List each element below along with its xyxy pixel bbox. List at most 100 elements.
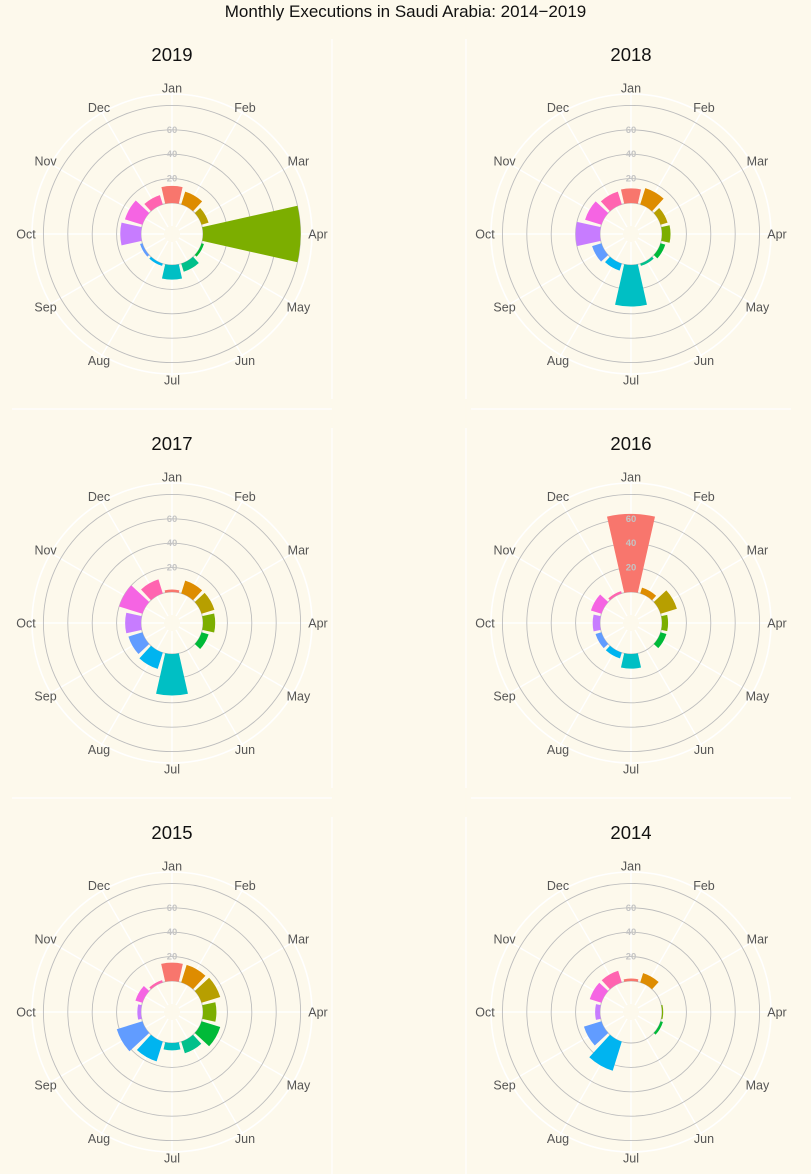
month-label: Aug [547, 743, 569, 757]
month-label: Nov [493, 544, 516, 558]
radial-tick-label: 60 [626, 125, 637, 136]
bar-2017-oct [125, 612, 142, 634]
month-label: Sep [34, 690, 56, 704]
spoke-line [637, 237, 755, 306]
radial-tick-label: 20 [167, 952, 178, 963]
bar-2014-apr [661, 1004, 664, 1020]
bar-2019-sep [140, 243, 150, 257]
month-label: Oct [475, 1006, 495, 1020]
spoke-line [175, 888, 244, 1006]
radial-tick-label: 60 [167, 125, 178, 136]
spoke-line [634, 240, 703, 358]
radial-tick-label: 60 [167, 903, 178, 914]
month-label: May [746, 1079, 770, 1093]
bar-2019-aug [149, 256, 163, 266]
grid-circle [42, 493, 302, 753]
month-label: Apr [767, 228, 786, 242]
bar-2016-jan [607, 513, 655, 593]
panel-title: 2019 [151, 44, 192, 65]
month-label: Oct [16, 617, 36, 631]
bar-2015-jul [163, 1042, 181, 1051]
month-label: Jun [235, 743, 255, 757]
spoke-line [634, 629, 703, 747]
spoke-line [100, 240, 169, 358]
bar-2018-may [653, 243, 666, 259]
spoke-line [48, 940, 166, 1009]
bar-2015-aug [136, 1034, 163, 1062]
month-label: Aug [88, 1132, 110, 1146]
month-label: Dec [88, 490, 110, 504]
bar-2016-feb [640, 587, 657, 601]
month-label: Jun [235, 1132, 255, 1146]
month-label: Jul [164, 763, 180, 777]
bar-2016-jul [620, 653, 642, 669]
spoke-line [48, 1015, 166, 1084]
month-label: Oct [16, 228, 36, 242]
month-label: Mar [747, 155, 769, 169]
month-label: Dec [547, 879, 569, 893]
spoke-line [559, 240, 628, 358]
bar-2018-jun [640, 256, 654, 266]
outer-ring [31, 871, 313, 1153]
month-label: Jul [164, 1152, 180, 1166]
bar-2019-dec [144, 195, 163, 212]
spoke-line [634, 110, 703, 228]
bar-2014-sep [583, 1021, 609, 1046]
month-label: Jan [621, 471, 641, 485]
bar-2016-may [653, 632, 667, 649]
bar-2017-apr [202, 613, 216, 633]
bar-2019-oct [120, 222, 142, 246]
bar-2017-may [194, 632, 209, 649]
bar-2017-feb [181, 580, 203, 601]
bar-2018-apr [661, 225, 671, 243]
grid-circle [550, 153, 712, 315]
panel-2014: 20 40 60 Jan Feb Mar Apr May Jun Jul Aug Sep Oct Nov D… [465, 817, 787, 1174]
radial-tick-label: 40 [167, 149, 178, 160]
outer-ring [31, 93, 313, 375]
bar-2014-aug [589, 1034, 622, 1071]
grid-circle [67, 518, 277, 728]
spoke-line [634, 888, 703, 1006]
bar-2014-jan [623, 978, 639, 982]
bar-2018-jul [615, 264, 647, 307]
month-label: Mar [747, 933, 769, 947]
month-label: Jan [162, 82, 182, 96]
grid-circle [575, 956, 687, 1068]
spoke-line [507, 1015, 625, 1084]
outer-ring [490, 482, 772, 764]
bar-2016-dec [608, 591, 622, 601]
panel-2017: 20 40 60 Jan Feb Mar Apr May Jun Jul Aug Sep Oct Nov D… [12, 428, 333, 799]
month-label: Apr [308, 1006, 327, 1020]
month-label: Feb [234, 490, 256, 504]
bar-2019-jun [181, 256, 199, 272]
grid-circle [116, 956, 228, 1068]
month-label: Feb [234, 101, 256, 115]
bar-2015-jan [161, 962, 183, 982]
bar-2014-nov [589, 982, 609, 1003]
panel-2015: 20 40 60 Jan Feb Mar Apr May Jun Jul Aug Sep Oct Nov D… [16, 817, 333, 1174]
month-label: Dec [88, 101, 110, 115]
month-label: May [287, 1079, 311, 1093]
spoke-line [507, 162, 625, 231]
spoke-line [100, 499, 169, 617]
spoke-line [175, 240, 244, 358]
spoke-line [507, 940, 625, 1009]
spoke-line [175, 629, 244, 747]
grid-circle [526, 907, 736, 1117]
month-label: Jun [694, 354, 714, 368]
bar-2015-may [194, 1021, 221, 1047]
spoke-line [178, 940, 296, 1009]
spoke-line [175, 110, 244, 228]
month-label: Jul [623, 1152, 639, 1166]
bar-2015-apr [202, 1002, 217, 1022]
month-label: Dec [88, 879, 110, 893]
bar-2016-sep [595, 632, 609, 649]
grid-circle [91, 931, 253, 1093]
radial-tick-label: 20 [626, 174, 637, 185]
month-label: Apr [308, 228, 327, 242]
bar-2015-mar [194, 977, 221, 1003]
spoke-line [559, 499, 628, 617]
bar-2017-nov [119, 585, 150, 614]
spoke-line [178, 551, 296, 620]
